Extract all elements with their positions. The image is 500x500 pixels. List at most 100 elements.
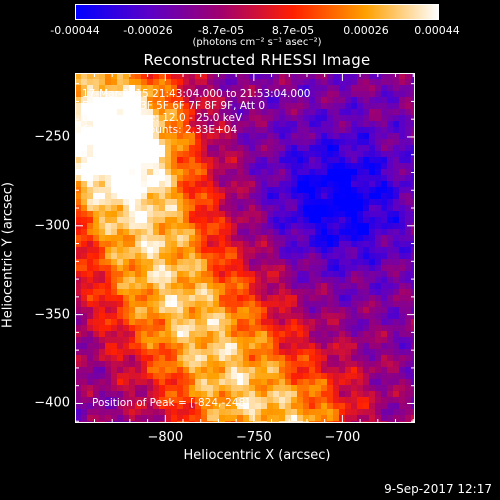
heatmap-cell [93, 379, 100, 386]
heatmap-cell [261, 115, 268, 122]
heatmap-cell [81, 415, 88, 422]
heatmap-cell [369, 415, 376, 422]
heatmap-cell [207, 397, 214, 404]
heatmap-cell [237, 85, 244, 92]
heatmap-cell [279, 283, 286, 290]
heatmap-cell [189, 409, 196, 416]
heatmap-cell [123, 391, 130, 398]
heatmap-cell [267, 307, 274, 314]
heatmap-cell [81, 121, 88, 128]
heatmap-cell [279, 379, 286, 386]
heatmap-cell [99, 355, 106, 362]
heatmap-cell [309, 367, 316, 374]
heatmap-cell [345, 349, 352, 356]
heatmap-cell [279, 415, 286, 422]
heatmap-cell [207, 121, 214, 128]
heatmap-cell [333, 199, 340, 206]
heatmap-cell [243, 91, 250, 98]
heatmap-cell [405, 151, 412, 158]
heatmap-cell [123, 343, 130, 350]
heatmap-cell [87, 319, 94, 326]
heatmap-cell [225, 175, 232, 182]
heatmap-cell [177, 133, 184, 140]
heatmap-cell [363, 325, 370, 332]
heatmap-cell [159, 199, 166, 206]
heatmap-cell [201, 151, 208, 158]
heatmap-cell [339, 121, 346, 128]
heatmap-cell [117, 355, 124, 362]
heatmap-cell [231, 103, 238, 110]
heatmap-cell [219, 289, 226, 296]
heatmap-cell [195, 91, 202, 98]
heatmap-cell [285, 307, 292, 314]
heatmap-cell [405, 289, 412, 296]
heatmap-cell [81, 247, 88, 254]
heatmap-cell [123, 163, 130, 170]
heatmap-cell [387, 199, 394, 206]
heatmap-cell [369, 109, 376, 116]
heatmap-cell [195, 133, 202, 140]
heatmap-cell [201, 193, 208, 200]
heatmap-cell [141, 373, 148, 380]
heatmap-cell [297, 145, 304, 152]
heatmap-cell [375, 181, 382, 188]
heatmap-cell [75, 367, 82, 374]
heatmap-cell [207, 97, 214, 104]
heatmap-cell [171, 331, 178, 338]
heatmap-cell [393, 319, 400, 326]
heatmap-cell [177, 109, 184, 116]
heatmap-cell [129, 163, 136, 170]
heatmap-cell [111, 259, 118, 266]
heatmap-cell [153, 181, 160, 188]
heatmap-cell [93, 295, 100, 302]
heatmap-cell [291, 259, 298, 266]
heatmap-cell [303, 229, 310, 236]
heatmap-cell [267, 121, 274, 128]
heatmap-cell [267, 79, 274, 86]
heatmap-cell [297, 301, 304, 308]
heatmap-cell [351, 103, 358, 110]
heatmap-cell [141, 325, 148, 332]
heatmap-cell [153, 175, 160, 182]
heatmap-cell [75, 85, 82, 92]
heatmap-cell [123, 307, 130, 314]
heatmap-cell [159, 361, 166, 368]
heatmap-cell [183, 265, 190, 272]
heatmap-cell [165, 343, 172, 350]
heatmap-cell [351, 373, 358, 380]
heatmap-cell [207, 103, 214, 110]
heatmap-cell [105, 193, 112, 200]
heatmap-cell [285, 289, 292, 296]
heatmap-cell [267, 139, 274, 146]
heatmap-cell [231, 151, 238, 158]
heatmap-cell [129, 373, 136, 380]
heatmap-cell [369, 367, 376, 374]
heatmap-cell [135, 133, 142, 140]
heatmap-cell [111, 217, 118, 224]
heatmap-cell [357, 91, 364, 98]
heatmap-cell [183, 367, 190, 374]
heatmap-cell [165, 103, 172, 110]
heatmap-cell [99, 409, 106, 416]
heatmap-cell [93, 109, 100, 116]
heatmap-cell [183, 91, 190, 98]
heatmap-cell [219, 379, 226, 386]
x-tick-label: −700 [324, 430, 361, 445]
heatmap-cell [159, 295, 166, 302]
heatmap-cell [357, 271, 364, 278]
heatmap-cell [153, 145, 160, 152]
heatmap-cell [195, 145, 202, 152]
heatmap-cell [219, 103, 226, 110]
heatmap-cell [201, 283, 208, 290]
heatmap-cell [255, 121, 262, 128]
heatmap-cell [135, 211, 142, 218]
heatmap-cell [207, 313, 214, 320]
heatmap-cell [111, 289, 118, 296]
heatmap-cell [297, 259, 304, 266]
heatmap-cell [219, 127, 226, 134]
heatmap-cell [309, 145, 316, 152]
heatmap-cell [225, 181, 232, 188]
heatmap-cell [111, 199, 118, 206]
heatmap-cell [153, 385, 160, 392]
heatmap-cell [327, 367, 334, 374]
